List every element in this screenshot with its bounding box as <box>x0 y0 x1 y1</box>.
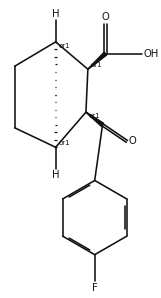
Text: OH: OH <box>143 49 158 59</box>
Text: O: O <box>102 13 109 22</box>
Text: F: F <box>92 283 98 293</box>
Text: H: H <box>52 170 59 180</box>
Text: or1: or1 <box>58 140 70 147</box>
Text: or1: or1 <box>91 62 102 69</box>
Text: or1: or1 <box>89 113 100 119</box>
Polygon shape <box>86 112 104 126</box>
Polygon shape <box>88 52 107 69</box>
Text: O: O <box>128 136 136 146</box>
Text: or1: or1 <box>58 43 70 49</box>
Text: H: H <box>52 9 59 19</box>
